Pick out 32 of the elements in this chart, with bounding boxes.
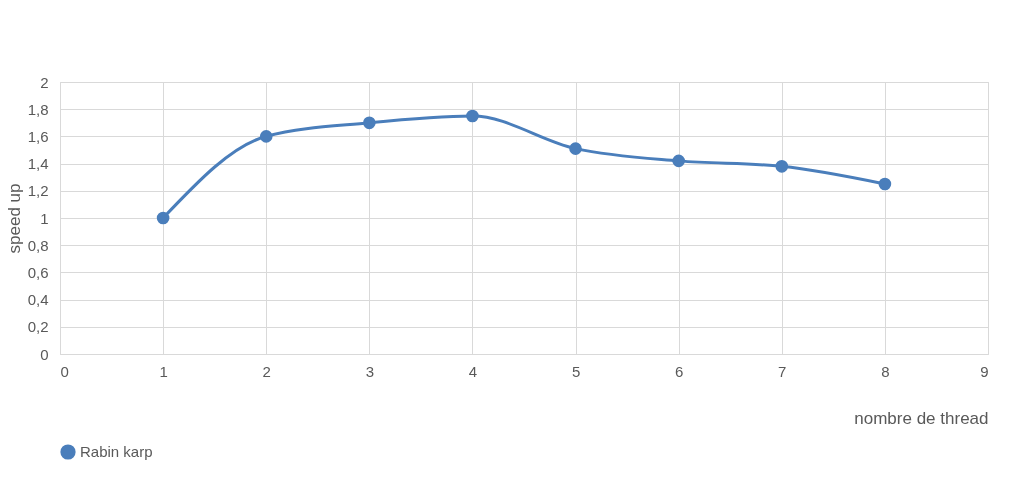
- y-tick-label: 1,2: [27, 182, 49, 200]
- x-tick-label: 4: [468, 362, 478, 380]
- y-tick-label: 1,8: [27, 100, 49, 118]
- y-tick-label: 1,4: [27, 155, 49, 173]
- y-tick-label: 0: [40, 345, 49, 363]
- point: [878, 177, 892, 191]
- x-tick-label: 2: [262, 362, 271, 380]
- point: [672, 154, 685, 168]
- point: [466, 109, 479, 123]
- y-tick-label: 0,4: [27, 291, 49, 309]
- x-axis-title: nombre de thread: [854, 408, 989, 428]
- y-tick-label: 0,6: [27, 263, 49, 281]
- x-tick-label: 9: [980, 362, 989, 380]
- point: [569, 142, 582, 155]
- legend-label: Rabin karp: [80, 443, 153, 460]
- y-tick-label: 0,8: [27, 236, 49, 254]
- x-tick-label: 6: [674, 362, 684, 380]
- point: [775, 160, 789, 173]
- y-tick-label: 1,6: [27, 127, 49, 145]
- y-tick-label: 0,2: [27, 318, 49, 336]
- x-tick-label: 3: [365, 362, 375, 380]
- x-tick-label: 7: [778, 362, 787, 380]
- y-tick-label: 2: [40, 73, 49, 91]
- x-tick-label: 1: [159, 362, 168, 380]
- y-tick-label: 1: [40, 209, 49, 227]
- x-tick-label: 5: [571, 362, 581, 380]
- x-tick-label: 0: [60, 362, 69, 380]
- point: [259, 130, 273, 143]
- y-axis-title: speed up: [4, 183, 24, 254]
- point: [363, 116, 376, 130]
- x-tick-label: 8: [881, 362, 890, 380]
- point: [156, 211, 170, 225]
